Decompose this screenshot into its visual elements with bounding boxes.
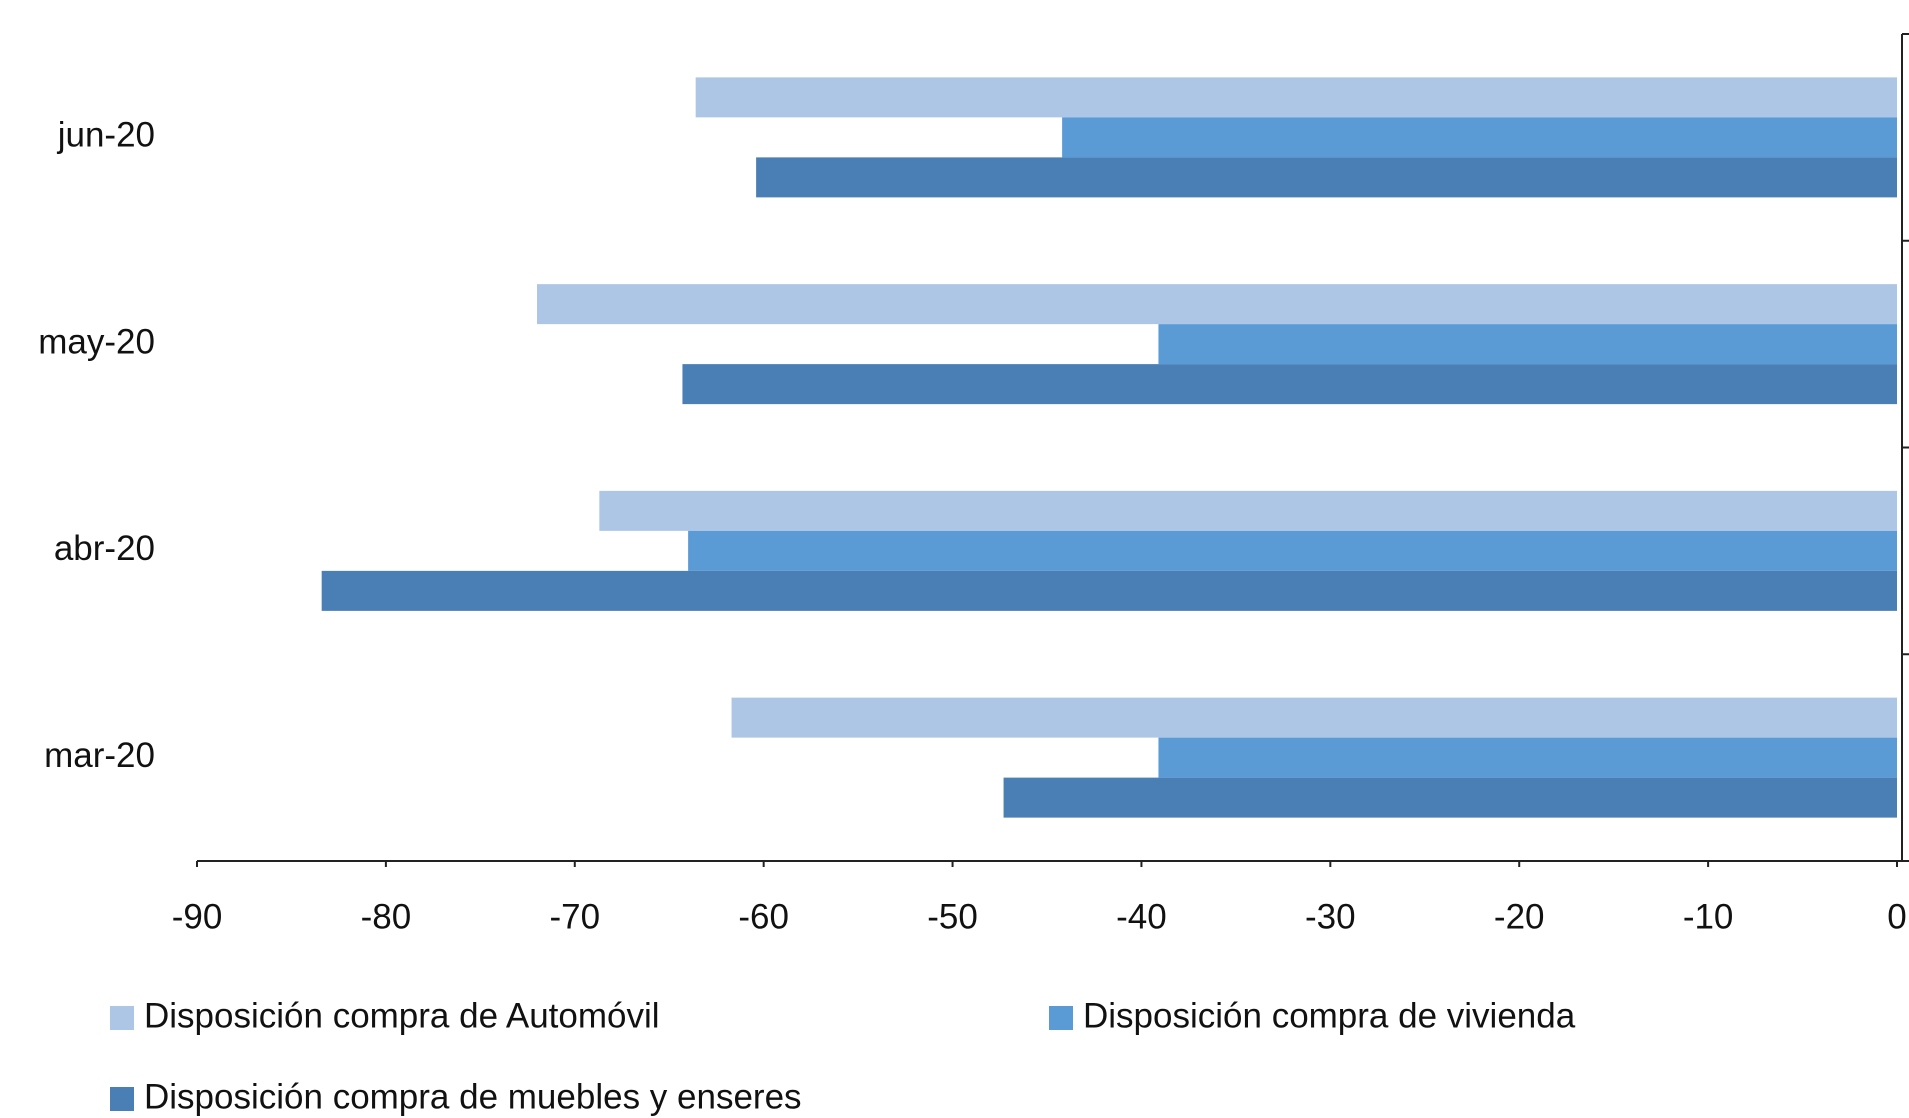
- bar: [688, 530, 1897, 571]
- x-tick-label: -10: [1683, 897, 1734, 936]
- x-tick-label: -70: [549, 897, 600, 936]
- bar: [537, 284, 1897, 325]
- bar: [1158, 324, 1897, 365]
- x-tick-label: -90: [172, 897, 223, 936]
- bar: [321, 570, 1898, 611]
- x-tick-label: -60: [738, 897, 789, 936]
- bar: [695, 77, 1897, 118]
- legend-swatch: [1049, 1006, 1073, 1030]
- x-tick-label: -20: [1494, 897, 1545, 936]
- y-tick-label: abr-20: [54, 529, 155, 568]
- x-tick-label: -80: [361, 897, 412, 936]
- bar: [682, 364, 1897, 405]
- legend-label: Disposición compra de vivienda: [1083, 996, 1576, 1035]
- legend-swatch: [110, 1006, 134, 1030]
- x-tick-label: -40: [1116, 897, 1167, 936]
- y-tick-label: jun-20: [57, 116, 155, 155]
- y-tick-label: may-20: [38, 322, 155, 361]
- legend-swatch: [110, 1087, 134, 1111]
- bar: [1062, 117, 1897, 158]
- x-tick-label: 0: [1887, 897, 1906, 936]
- bar: [1158, 737, 1897, 778]
- y-tick-label: mar-20: [44, 736, 155, 775]
- x-tick-label: -30: [1305, 897, 1356, 936]
- legend-label: Disposición compra de Automóvil: [144, 996, 660, 1035]
- x-tick-label: -50: [927, 897, 978, 936]
- bar: [1003, 777, 1897, 818]
- legend-label: Disposición compra de muebles y enseres: [144, 1077, 802, 1116]
- bar: [599, 490, 1898, 531]
- bar: [731, 697, 1897, 738]
- bar: [756, 157, 1897, 198]
